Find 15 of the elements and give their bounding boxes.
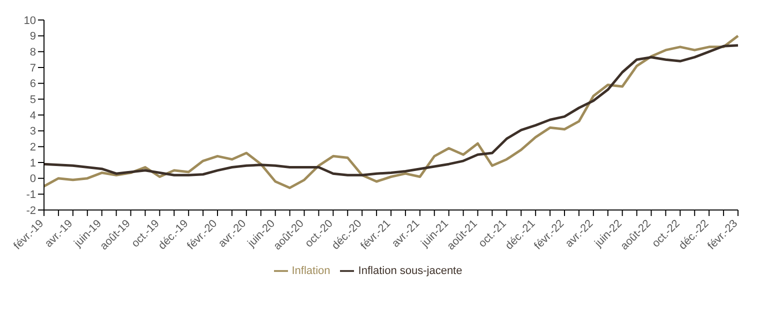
y-tick-label: 0 <box>30 173 36 186</box>
y-tick-label: 4 <box>30 110 36 122</box>
y-tick-label: 7 <box>30 62 36 74</box>
y-tick-label: 3 <box>30 126 36 138</box>
y-tick-label: 5 <box>30 94 36 106</box>
y-tick-label: 6 <box>30 78 36 90</box>
y-tick-label: -1 <box>26 189 36 202</box>
y-tick-label: 1 <box>30 157 36 170</box>
y-tick-label: 8 <box>30 46 36 59</box>
y-tick-label: -2 <box>26 204 36 217</box>
legend-label: Inflation sous-jacente <box>358 264 462 277</box>
y-tick-label: 2 <box>30 142 36 154</box>
legend-label: Inflation <box>292 264 330 277</box>
y-tick-label: 9 <box>30 30 36 43</box>
y-tick-label: 10 <box>24 14 36 27</box>
